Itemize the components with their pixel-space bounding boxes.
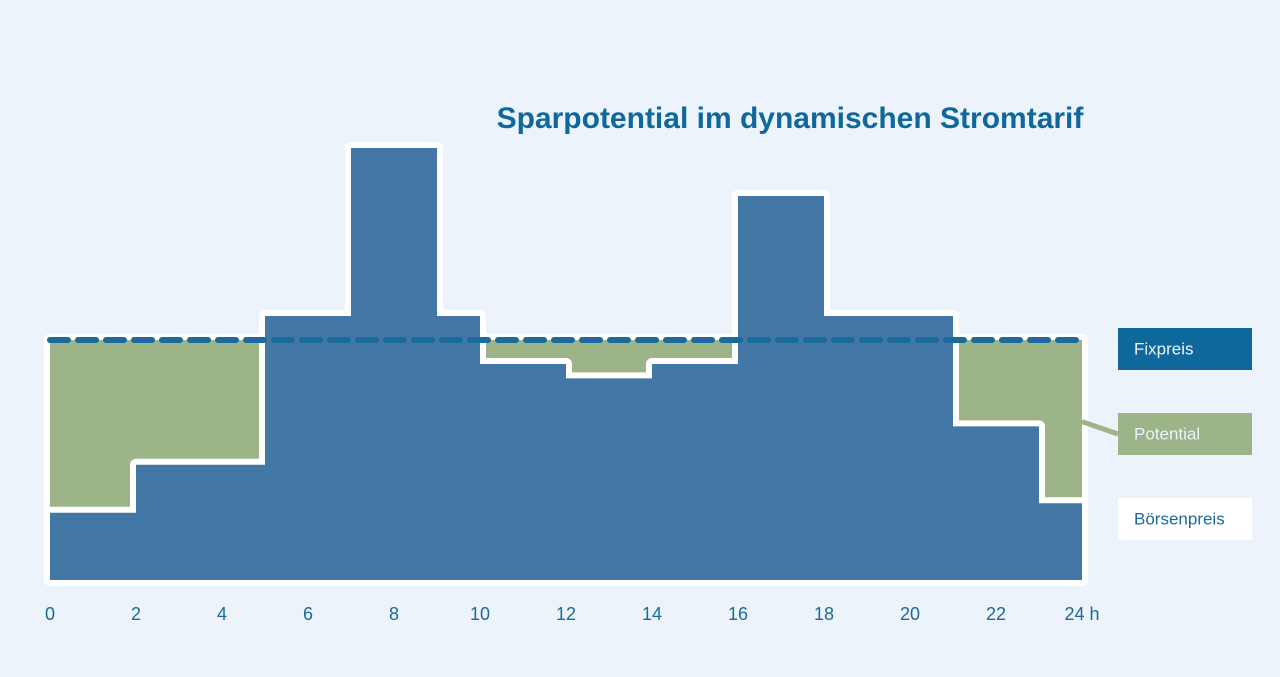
chart-svg: Sparpotential im dynamischen Stromtarif 0… [0,0,1280,677]
x-tick-label: 12 [556,604,576,624]
chart-title: Sparpotential im dynamischen Stromtarif [497,102,1085,135]
legend-label-boerse: Börsenpreis [1134,509,1225,528]
x-tick-label: 24 h [1064,604,1099,624]
x-tick-label: 10 [470,604,490,624]
x-tick-label: 0 [45,604,55,624]
x-tick-label: 18 [814,604,834,624]
legend-label-potential: Potential [1134,424,1200,443]
x-tick-label: 6 [303,604,313,624]
x-tick-label: 22 [986,604,1006,624]
x-tick-label: 20 [900,604,920,624]
x-tick-label: 2 [131,604,141,624]
x-tick-label: 14 [642,604,662,624]
x-tick-label: 4 [217,604,227,624]
x-tick-label: 16 [728,604,748,624]
legend-label-fixpreis: Fixpreis [1134,339,1194,358]
chart-root: Sparpotential im dynamischen Stromtarif 0… [0,0,1280,677]
x-tick-label: 8 [389,604,399,624]
